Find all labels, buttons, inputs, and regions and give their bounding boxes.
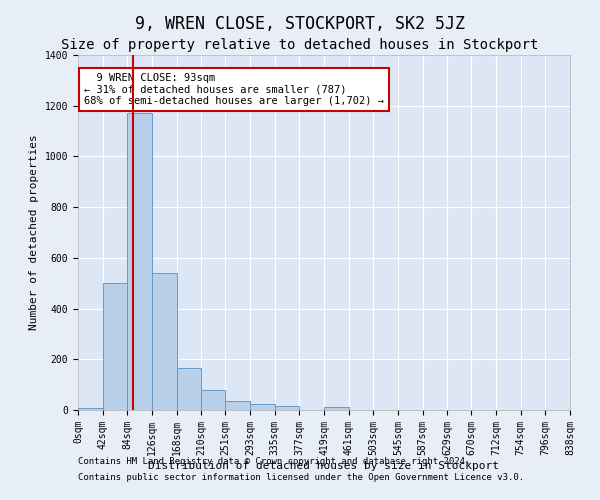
Bar xyxy=(103,283,127,410)
Text: Contains HM Land Registry data © Crown copyright and database right 2024.: Contains HM Land Registry data © Crown c… xyxy=(78,458,470,466)
Y-axis label: Number of detached properties: Number of detached properties xyxy=(29,134,39,330)
Bar xyxy=(250,404,275,410)
X-axis label: Distribution of detached houses by size in Stockport: Distribution of detached houses by size … xyxy=(149,460,499,470)
Bar xyxy=(176,368,201,410)
Bar xyxy=(78,408,103,410)
Text: Size of property relative to detached houses in Stockport: Size of property relative to detached ho… xyxy=(61,38,539,52)
Bar xyxy=(226,401,250,410)
Bar xyxy=(201,390,226,410)
Bar xyxy=(324,407,349,410)
Bar xyxy=(275,406,299,410)
Text: 9 WREN CLOSE: 93sqm  
← 31% of detached houses are smaller (787)
68% of semi-det: 9 WREN CLOSE: 93sqm ← 31% of detached ho… xyxy=(84,73,384,106)
Text: Contains public sector information licensed under the Open Government Licence v3: Contains public sector information licen… xyxy=(78,472,524,482)
Bar xyxy=(152,273,176,410)
Text: 9, WREN CLOSE, STOCKPORT, SK2 5JZ: 9, WREN CLOSE, STOCKPORT, SK2 5JZ xyxy=(135,15,465,33)
Bar xyxy=(127,114,152,410)
